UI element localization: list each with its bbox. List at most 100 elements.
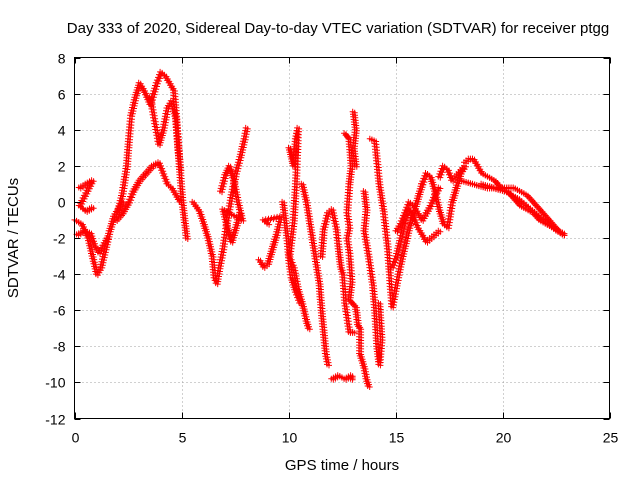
data-point-plus: [117, 203, 124, 210]
data-point-plus: [152, 88, 159, 95]
data-point-plus: [129, 113, 136, 120]
y-tick-label: -10: [45, 375, 65, 391]
data-point-plus: [104, 244, 111, 251]
series-trace-x: [478, 180, 568, 237]
data-point-plus: [118, 201, 125, 208]
data-point-plus: [164, 111, 171, 118]
data-point-plus: [99, 264, 106, 271]
x-tick-labels: 0 5 10 15 20 25: [72, 430, 619, 446]
data-point-plus: [395, 251, 402, 258]
data-point-plus: [404, 238, 411, 245]
data-point-plus: [130, 108, 137, 115]
y-tick-label: 4: [58, 123, 66, 139]
data-point-plus: [446, 170, 453, 177]
data-point-plus: [393, 256, 400, 263]
data-point-plus: [178, 199, 185, 206]
data-point-plus: [392, 259, 399, 266]
data-point-plus: [129, 194, 136, 201]
data-point-plus: [243, 131, 250, 138]
data-point-plus: [450, 178, 457, 185]
data-point-plus: [219, 189, 225, 196]
y-tick-label: -8: [53, 339, 66, 355]
data-point-plus: [448, 172, 454, 179]
chart-title: Day 333 of 2020, Sidereal Day-to-day VTE…: [67, 20, 609, 37]
data-point-plus: [118, 198, 125, 205]
data-point-plus: [81, 195, 88, 202]
data-point-plus: [399, 233, 406, 240]
data-point-plus: [153, 86, 160, 93]
series-trace-f: [146, 94, 185, 174]
data-point-plus: [401, 251, 408, 257]
data-point-plus: [131, 105, 137, 112]
series-trace-s: [388, 206, 444, 271]
y-tick-label: 6: [58, 87, 66, 103]
y-tick-label: -4: [53, 267, 66, 283]
data-point-plus: [398, 264, 405, 270]
series-trace-c: [75, 177, 97, 215]
data-point-plus: [221, 180, 228, 187]
data-point-plus: [298, 301, 305, 307]
y-tick-label: -2: [53, 231, 66, 247]
data-point-plus: [178, 167, 185, 174]
data-point-plus: [128, 197, 135, 204]
data-point-plus: [237, 157, 244, 164]
data-point-plus: [377, 301, 384, 307]
series-trace-l: [298, 180, 332, 369]
x-tick-label: 25: [603, 430, 619, 446]
data-point-plus: [326, 362, 332, 369]
data-point-plus: [151, 91, 158, 98]
data-point-plus: [162, 119, 169, 126]
data-point-plus: [236, 160, 243, 167]
data-point-plus: [353, 163, 360, 170]
data-point-plus: [102, 249, 109, 256]
data-point-plus: [401, 225, 408, 232]
data-point-plus: [437, 228, 444, 235]
y-tick-label: 2: [58, 159, 66, 175]
data-point-plus: [437, 174, 444, 181]
data-point-plus: [132, 97, 139, 104]
data-point-plus: [234, 168, 241, 175]
data-point-plus: [393, 288, 400, 295]
data-point-plus: [401, 248, 408, 255]
data-point-plus: [324, 216, 331, 223]
data-point-plus: [132, 100, 139, 107]
data-point-plus: [220, 249, 227, 256]
axis-ticks: [74, 57, 611, 420]
data-point-plus: [402, 245, 409, 252]
data-point-plus: [390, 304, 397, 311]
data-point-plus: [221, 178, 228, 185]
data-point-plus: [238, 210, 245, 217]
y-axis-label: SDTVAR / TECUs: [5, 178, 22, 298]
data-point-plus: [323, 218, 330, 225]
data-point-plus: [101, 254, 108, 261]
series-trace-e: [112, 159, 185, 224]
data-point-plus: [391, 262, 398, 269]
data-point-plus: [323, 221, 330, 228]
y-tick-label: 0: [58, 195, 66, 211]
data-point-plus: [399, 218, 406, 225]
data-point-plus: [241, 141, 248, 148]
data-point-plus: [154, 80, 161, 87]
data-point-plus: [322, 224, 329, 231]
data-point-plus: [403, 243, 410, 250]
data-point-plus: [306, 326, 313, 333]
data-point-plus: [127, 199, 133, 206]
data-point-plus: [154, 83, 160, 90]
x-tick-label: 0: [72, 430, 80, 446]
grid-lines: [74, 57, 610, 419]
data-point-plus: [241, 139, 248, 146]
x-tick-label: 10: [282, 430, 298, 446]
data-point-plus: [404, 208, 411, 214]
data-point-plus: [406, 230, 413, 237]
data-point-plus: [274, 232, 281, 239]
data-point-plus: [405, 205, 412, 212]
series-trace-b: [73, 227, 112, 257]
data-point-plus: [437, 185, 444, 192]
y-tick-label: -12: [45, 412, 65, 428]
data-point-plus: [422, 176, 429, 183]
data-point-plus: [395, 248, 402, 255]
x-tick-label: 5: [179, 430, 187, 446]
data-point-plus: [428, 203, 435, 210]
data-point-plus: [236, 162, 243, 169]
